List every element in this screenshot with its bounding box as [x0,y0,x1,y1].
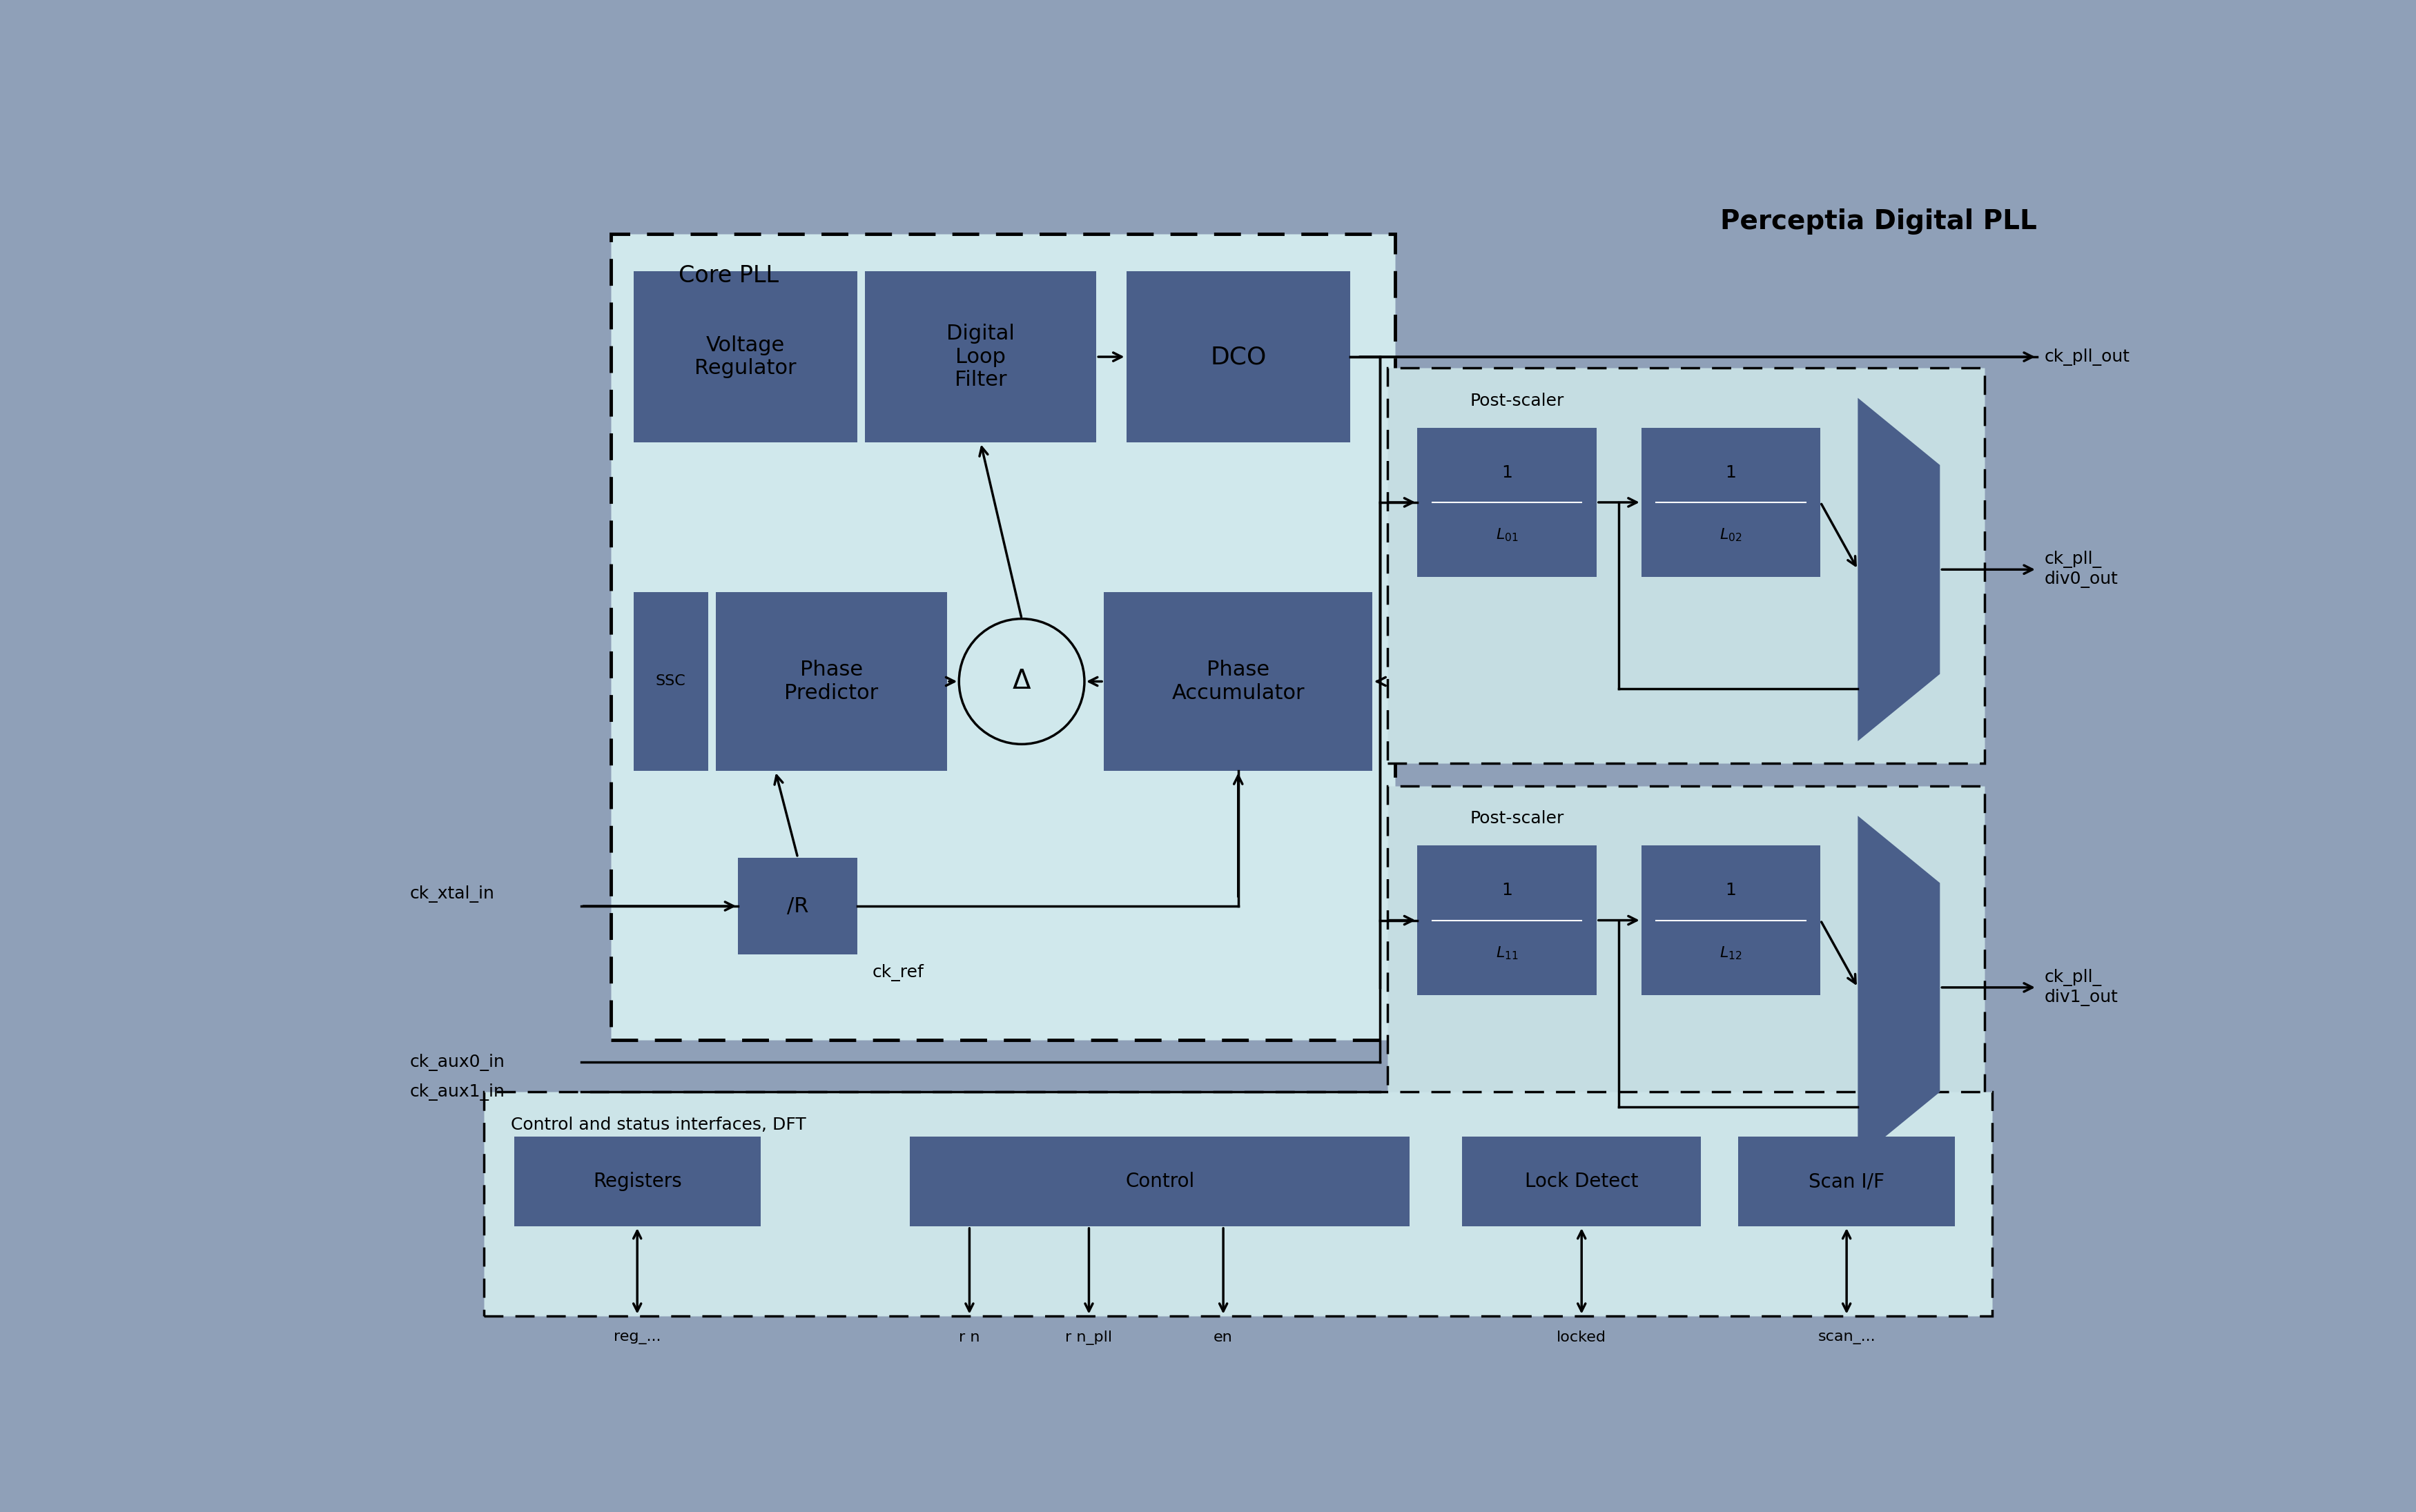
Text: Control: Control [1126,1172,1194,1191]
Text: reg_...: reg_... [614,1331,662,1344]
Bar [1462,1137,1701,1226]
Bar [483,1092,1993,1315]
Text: $L_{11}$: $L_{11}$ [1496,945,1517,962]
Text: ck_ref: ck_ref [872,963,923,981]
Text: en: en [1213,1331,1232,1344]
Text: Phase
Accumulator: Phase Accumulator [1172,659,1305,703]
Text: Lock Detect: Lock Detect [1524,1172,1638,1191]
Text: ck_aux1_in: ck_aux1_in [411,1083,505,1101]
Text: Control and status interfaces, DFT: Control and status interfaces, DFT [512,1116,807,1132]
Polygon shape [1858,816,1940,1160]
Circle shape [959,618,1085,744]
Bar [865,271,1097,443]
Text: ck_pll_out: ck_pll_out [2044,348,2131,366]
Text: Phase
Predictor: Phase Predictor [785,659,879,703]
Text: /R: /R [788,897,809,916]
Bar [633,591,708,771]
Polygon shape [1858,398,1940,741]
Bar [633,271,858,443]
Text: Digital
Loop
Filter: Digital Loop Filter [947,324,1015,390]
Bar [1104,591,1372,771]
Text: 1: 1 [1725,464,1737,481]
Bar [1418,428,1597,578]
Text: r n_pll: r n_pll [1065,1331,1111,1346]
Text: locked: locked [1556,1331,1607,1344]
Bar [911,1137,1411,1226]
Text: ck_xtal_in: ck_xtal_in [411,886,495,903]
Text: Voltage
Regulator: Voltage Regulator [693,336,797,378]
Bar [1740,1137,1955,1226]
Text: Registers: Registers [592,1172,681,1191]
Text: $L_{01}$: $L_{01}$ [1496,528,1517,543]
Text: 1: 1 [1500,464,1512,481]
Text: ck_pll_
div1_out: ck_pll_ div1_out [2044,969,2119,1005]
Text: Scan I/F: Scan I/F [1810,1172,1884,1191]
Bar [611,234,1394,1040]
Text: Post-scaler: Post-scaler [1469,393,1563,410]
Text: 1: 1 [1725,881,1737,898]
Bar [1640,845,1822,995]
Text: $L_{12}$: $L_{12}$ [1720,945,1742,962]
Text: Post-scaler: Post-scaler [1469,810,1563,827]
Text: Core PLL: Core PLL [679,265,778,287]
Text: Perceptia Digital PLL: Perceptia Digital PLL [1720,209,2037,234]
Bar [1126,271,1351,443]
Text: scan_...: scan_... [1817,1331,1875,1344]
Bar [1387,786,1984,1181]
Bar [715,591,947,771]
Text: SSC: SSC [655,674,686,688]
Text: $L_{02}$: $L_{02}$ [1720,528,1742,543]
Text: ck_pll_
div0_out: ck_pll_ div0_out [2044,550,2119,588]
Text: ck_aux0_in: ck_aux0_in [411,1054,505,1070]
Bar [1640,428,1822,578]
Bar [515,1137,761,1226]
Text: Δ: Δ [1012,668,1032,694]
Bar [1387,367,1984,764]
Text: r n: r n [959,1331,981,1344]
Bar [737,857,858,954]
Text: DCO: DCO [1210,345,1266,369]
Text: 1: 1 [1500,881,1512,898]
Bar [1418,845,1597,995]
